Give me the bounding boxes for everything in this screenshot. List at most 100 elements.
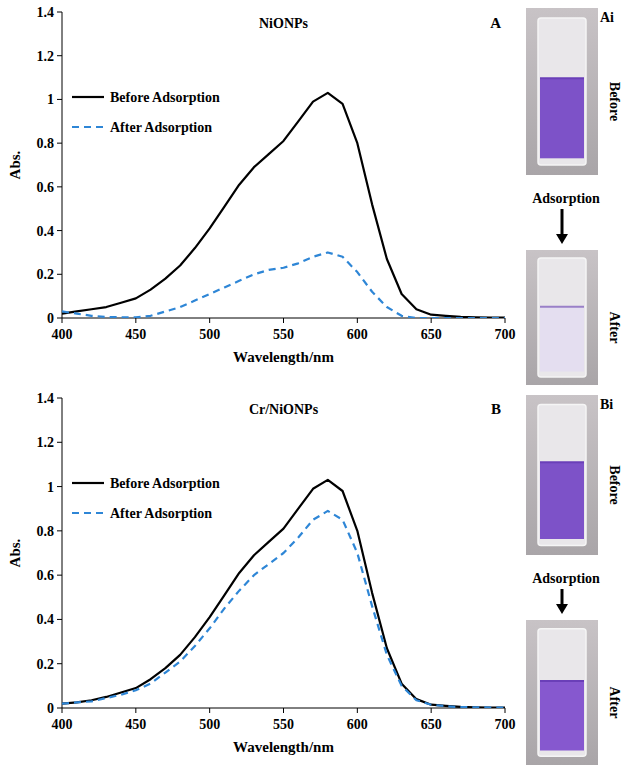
y-tick-label: 0.4 xyxy=(37,612,55,627)
x-tick xyxy=(505,708,506,713)
arrow-label: Adsorption xyxy=(532,571,600,586)
x-tick-label: 500 xyxy=(199,717,220,732)
photo-bg xyxy=(526,620,598,765)
chart-title: NiONPs xyxy=(259,16,309,31)
x-tick xyxy=(283,318,284,323)
y-tick xyxy=(57,663,62,664)
x-tick xyxy=(357,318,358,323)
glass xyxy=(538,18,586,165)
panel-label: A xyxy=(490,15,501,31)
y-tick xyxy=(57,619,62,620)
series-line xyxy=(62,480,505,708)
y-tick-label: 0.4 xyxy=(37,224,55,239)
arrow-shaft xyxy=(561,209,564,236)
meniscus xyxy=(540,680,584,682)
legend-label: After Adsorption xyxy=(110,120,212,135)
liquid xyxy=(540,78,584,158)
y-tick-label: 0 xyxy=(47,311,54,326)
photo-caption: Before xyxy=(607,82,622,121)
y-axis-title: Abs. xyxy=(7,150,23,179)
liquid xyxy=(540,462,584,539)
y-tick-label: 0.6 xyxy=(37,568,55,583)
x-tick xyxy=(62,318,63,323)
photo-caption: After xyxy=(607,312,622,344)
photo xyxy=(526,8,598,175)
y-tick-label: 1 xyxy=(47,92,54,107)
y-tick-label: 0.2 xyxy=(37,267,55,282)
y-tick-label: 0.8 xyxy=(37,524,55,539)
series-group xyxy=(62,480,505,708)
photo-bg xyxy=(526,395,598,555)
x-tick xyxy=(283,708,284,713)
photo-caption: After xyxy=(607,687,622,719)
chart-title: Cr/NiONPs xyxy=(249,402,319,417)
y-tick xyxy=(57,230,62,231)
glass xyxy=(538,258,586,377)
y-tick-label: 0.2 xyxy=(37,657,55,672)
x-tick-label: 650 xyxy=(421,717,442,732)
x-axis xyxy=(62,708,505,709)
series-group xyxy=(62,93,505,318)
arrow-shaft xyxy=(561,589,564,606)
series-line xyxy=(62,511,505,708)
y-axis xyxy=(62,12,63,318)
x-tick xyxy=(431,708,432,713)
x-tick-label: 600 xyxy=(347,717,368,732)
y-tick xyxy=(57,55,62,56)
liquid xyxy=(540,681,584,751)
y-tick xyxy=(57,442,62,443)
x-axis-title: Wavelength/nm xyxy=(233,349,334,365)
arrow-head xyxy=(556,234,568,244)
panel-label: B xyxy=(491,401,501,417)
photo-label: Bi xyxy=(600,397,613,412)
x-tick-label: 650 xyxy=(421,327,442,342)
y-tick xyxy=(57,486,62,487)
y-tick xyxy=(57,143,62,144)
y-tick-label: 0.6 xyxy=(37,180,55,195)
x-tick-label: 700 xyxy=(495,717,516,732)
x-tick-label: 400 xyxy=(52,327,73,342)
legend-swatch xyxy=(72,96,104,98)
x-tick xyxy=(431,318,432,323)
x-tick-label: 550 xyxy=(273,717,294,732)
y-tick-label: 1 xyxy=(47,480,54,495)
x-tick xyxy=(209,708,210,713)
x-tick xyxy=(209,318,210,323)
legend: Before Adsorption After Adsorption xyxy=(72,90,220,135)
legend-swatch xyxy=(72,126,104,128)
x-tick-label: 700 xyxy=(495,327,516,342)
glass xyxy=(538,629,586,757)
y-tick xyxy=(57,318,62,319)
x-tick-label: 450 xyxy=(125,327,146,342)
x-tick xyxy=(505,318,506,323)
panel: 00.20.40.60.811.21.440045050055060065070… xyxy=(7,391,622,765)
y-tick xyxy=(57,530,62,531)
x-axis-title: Wavelength/nm xyxy=(233,739,334,755)
y-tick-label: 1.4 xyxy=(37,391,55,406)
arrow-head xyxy=(556,604,568,614)
legend-swatch xyxy=(72,482,104,484)
y-tick-label: 1.2 xyxy=(37,49,55,64)
y-tick-label: 0.8 xyxy=(37,136,55,151)
meniscus xyxy=(540,461,584,463)
y-tick xyxy=(57,12,62,13)
y-tick xyxy=(57,99,62,100)
y-tick xyxy=(57,186,62,187)
liquid xyxy=(540,307,584,372)
x-tick-label: 450 xyxy=(125,717,146,732)
photo xyxy=(526,395,598,555)
series-line xyxy=(62,252,505,318)
x-tick xyxy=(135,708,136,713)
y-tick xyxy=(57,575,62,576)
arrow-label: Adsorption xyxy=(532,191,600,206)
legend-label: Before Adsorption xyxy=(110,476,220,491)
x-tick-label: 500 xyxy=(199,327,220,342)
legend-label: Before Adsorption xyxy=(110,90,220,105)
y-axis-title: Abs. xyxy=(7,538,23,567)
figure: 0 0.2 0.4 0.6 0.8 1 1.2 1.4 400 450 500 550 600 650 70… xyxy=(0,0,630,777)
photo xyxy=(526,250,598,385)
x-tick xyxy=(62,708,63,713)
legend-label: After Adsorption xyxy=(110,506,212,521)
panel: 00.20.40.60.811.21.440045050055060065070… xyxy=(7,5,622,385)
y-tick-label: 0 xyxy=(47,701,54,716)
